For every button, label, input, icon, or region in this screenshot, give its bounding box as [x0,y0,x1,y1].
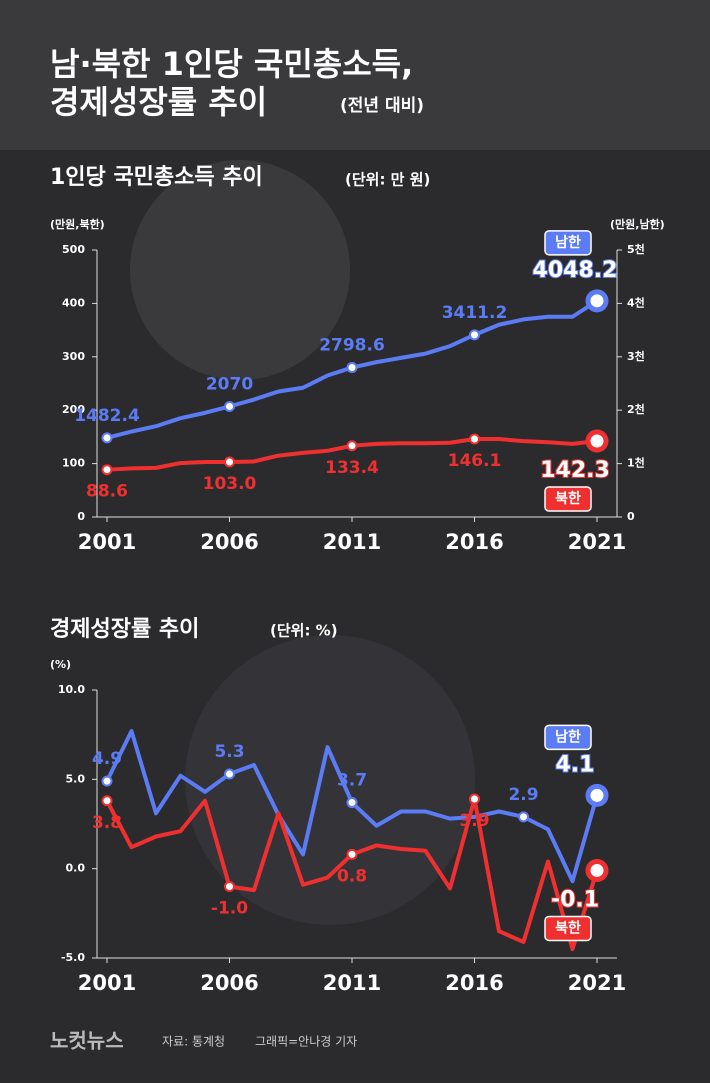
data-label: -1.0 [211,899,248,919]
y2-tick-label: 3천 [627,349,645,363]
y-tick-label: -5.0 [61,951,85,964]
y-tick-label: 5.0 [66,772,86,785]
data-label: 88.6 [86,482,128,502]
y2-axis-label: (만원,남한) [610,217,665,231]
x-tick-label: 2016 [445,971,503,995]
data-point [585,858,609,882]
data-label: 1482.4 [74,406,140,426]
x-tick-label: 2016 [445,530,503,554]
logo: 노컷뉴스 [50,1029,124,1053]
y-tick-label: 200 [62,403,85,416]
legend-badge [544,230,592,256]
y-tick-label: 100 [62,457,85,470]
data-point [224,456,235,468]
x-tick-label: 2021 [568,971,626,995]
legend-label: 남한 [555,234,581,251]
legend-badge [544,486,592,512]
y2-tick-label: 1천 [627,456,645,470]
data-point [469,433,480,445]
data-label: 3.8 [92,813,122,833]
legend-label: 북한 [555,491,581,507]
data-label: 103.0 [203,474,257,494]
data-point [585,289,609,313]
y2-tick-label: 5천 [627,242,645,256]
data-point [346,848,358,860]
data-point [224,881,235,893]
data-label: 142.3 [540,458,610,483]
y2-tick-label: 0 [627,510,635,523]
data-point [101,464,113,476]
data-point [469,329,480,341]
legend-label: 북한 [555,920,581,936]
data-point [469,793,480,805]
x-tick-label: 2001 [78,530,136,554]
data-point [101,432,113,444]
y-tick-label: 300 [62,350,85,363]
x-tick-label: 2011 [323,971,381,995]
title: 경제성장률 추이 [50,83,267,121]
x-tick-label: 2006 [200,530,258,554]
source: 자료: 통계청 [162,1035,225,1049]
title: 남·북한 1인당 국민총소득, [50,45,413,83]
data-label: 133.4 [325,458,379,478]
data-label: 3411.2 [442,303,508,323]
legend-label: 남한 [555,728,581,745]
y2-tick-label: 4천 [627,295,645,309]
credit: 그래픽=안나경 기자 [255,1035,357,1049]
data-point [346,797,358,809]
chart-title: 경제성장률 추이 [50,617,199,642]
data-point [346,362,358,374]
data-label: -0.1 [551,887,599,912]
y-axis-label: (만원,북한) [50,217,105,231]
data-label: 2070 [206,374,253,394]
data-point [101,775,113,787]
data-label: 146.1 [448,451,502,471]
chart-subtitle: (단위: 만 원) [345,171,430,189]
title-note: (전년 대비) [340,96,424,116]
flag-circle [130,160,350,380]
data-label: 2798.6 [319,336,385,356]
data-label: 3.9 [459,811,489,831]
y-tick-label: 400 [62,296,85,309]
y-tick-label: 0.0 [66,862,86,875]
legend-badge [544,724,592,751]
data-point [101,795,113,807]
data-label: 0.8 [337,866,367,886]
chart-subtitle: (단위: %) [270,622,338,640]
flag-band [0,0,710,150]
data-point [585,429,609,453]
data-point [224,768,235,780]
data-label: 2.9 [508,785,538,805]
y-axis-label: (%) [50,658,71,671]
data-label: 4048.2 [533,258,618,283]
legend-badge [544,915,592,942]
data-label: 4.9 [92,749,122,769]
x-tick-label: 2001 [78,971,136,995]
y-tick-label: 10.0 [58,683,85,696]
data-point [346,440,358,452]
data-point [224,400,235,412]
data-point [518,811,529,823]
x-tick-label: 2011 [323,530,381,554]
x-tick-label: 2006 [200,971,258,995]
y-tick-label: 500 [62,243,85,256]
chart-title: 1인당 국민총소득 추이 [50,165,263,190]
x-tick-label: 2021 [568,530,626,554]
y2-tick-label: 2천 [627,402,645,416]
y-tick-label: 0 [77,510,85,523]
data-label: 3.7 [337,771,367,791]
data-label: 5.3 [214,742,244,762]
data-label: 4.1 [556,752,595,777]
data-point [585,783,609,807]
flag-circle [185,635,475,925]
